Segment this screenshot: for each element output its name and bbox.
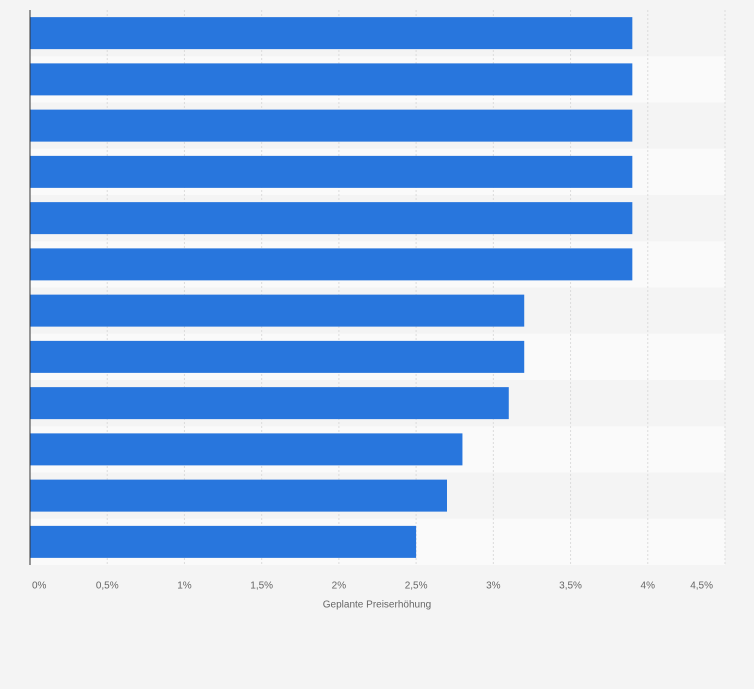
x-tick-label: 0% bbox=[32, 581, 47, 592]
bar bbox=[30, 479, 447, 512]
x-tick-label: 3% bbox=[486, 581, 501, 592]
x-axis-title: Geplante Preiserhöhung bbox=[323, 600, 431, 611]
x-tick-label: 2% bbox=[332, 581, 347, 592]
bar bbox=[30, 109, 633, 142]
bar bbox=[30, 340, 525, 373]
x-tick-label: 2,5% bbox=[405, 581, 428, 592]
bar bbox=[30, 387, 509, 420]
x-tick-label: 3,5% bbox=[559, 581, 582, 592]
bar bbox=[30, 433, 463, 466]
bar bbox=[30, 155, 633, 188]
x-tick-label: 4% bbox=[641, 581, 656, 592]
bar bbox=[30, 202, 633, 235]
bar bbox=[30, 17, 633, 50]
x-tick-label: 1% bbox=[177, 581, 192, 592]
x-tick-label: 0,5% bbox=[96, 581, 119, 592]
bar bbox=[30, 248, 633, 281]
bar bbox=[30, 525, 417, 558]
bar bbox=[30, 294, 525, 327]
bar bbox=[30, 63, 633, 96]
x-tick-label: 4,5% bbox=[690, 581, 713, 592]
x-tick-label: 1,5% bbox=[250, 581, 273, 592]
